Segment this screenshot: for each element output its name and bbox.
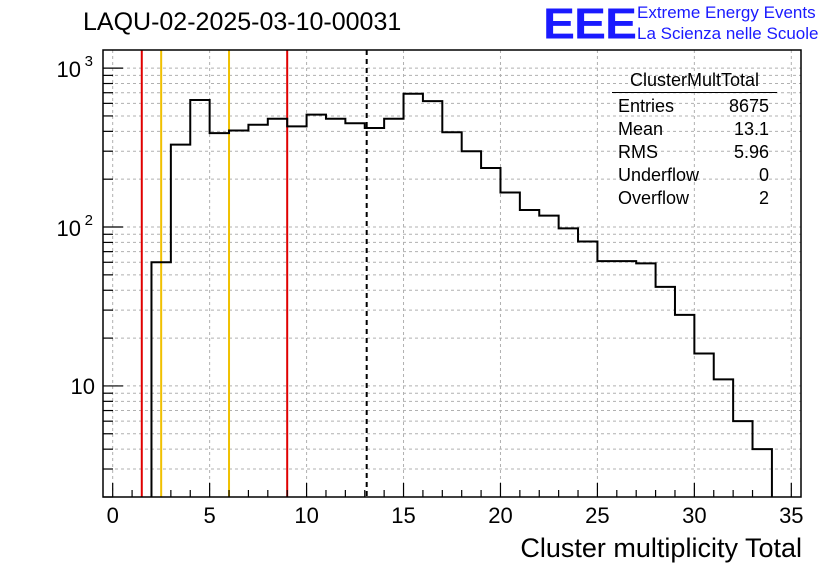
stats-value: 8675 xyxy=(729,95,769,118)
stats-row-mean: Mean 13.1 xyxy=(612,118,777,141)
y-tick-label-exponent: 2 xyxy=(85,212,93,229)
histogram-bin xyxy=(733,421,752,497)
stats-row-underflow: Underflow 0 xyxy=(612,164,777,187)
histogram-bin xyxy=(307,115,326,497)
histogram-bin xyxy=(190,100,209,497)
x-tick-label: 25 xyxy=(585,503,609,528)
y-tick-label: 10 xyxy=(57,57,81,82)
histogram-bin xyxy=(597,261,616,497)
histogram-bin xyxy=(656,287,675,497)
x-tick-label: 0 xyxy=(107,503,119,528)
stats-label: Entries xyxy=(618,95,674,118)
histogram-bin xyxy=(326,119,345,497)
histogram-bin xyxy=(404,94,423,497)
histogram-bin xyxy=(481,168,500,497)
histogram-bin xyxy=(714,379,733,497)
x-tick-label: 20 xyxy=(488,503,512,528)
stats-title: ClusterMultTotal xyxy=(612,70,777,93)
histogram-bin xyxy=(636,263,655,497)
x-tick-label: 35 xyxy=(779,503,803,528)
stats-value: 13.1 xyxy=(734,118,769,141)
y-tick-label: 10 xyxy=(57,216,81,241)
stats-box: ClusterMultTotal Entries 8675 Mean 13.1 … xyxy=(612,70,777,210)
x-tick-label: 15 xyxy=(391,503,415,528)
histogram-bin xyxy=(675,315,694,497)
histogram-bin xyxy=(151,262,170,497)
histogram-bin xyxy=(268,119,287,497)
histogram-bin xyxy=(559,228,578,497)
histogram-bin xyxy=(694,353,713,497)
histogram-bin xyxy=(229,130,248,497)
stats-label: RMS xyxy=(618,141,658,164)
histogram-bin xyxy=(578,242,597,497)
histogram-bin xyxy=(500,192,519,497)
histogram-bin xyxy=(210,133,229,497)
org-name-line1: Extreme Energy Events xyxy=(637,3,816,23)
histogram-bin xyxy=(365,128,384,497)
y-tick-label-exponent: 3 xyxy=(85,53,93,70)
stats-value: 0 xyxy=(759,164,769,187)
chart-title: LAQU-02-2025-03-10-00031 xyxy=(83,8,401,37)
histogram-bin xyxy=(753,449,772,497)
histogram-bin xyxy=(423,101,442,497)
org-name-line2: La Scienza nelle Scuole xyxy=(637,24,818,44)
histogram-bin xyxy=(171,145,190,497)
stats-label: Mean xyxy=(618,118,663,141)
x-tick-label: 5 xyxy=(204,503,216,528)
x-tick-label: 10 xyxy=(294,503,318,528)
stats-row-overflow: Overflow 2 xyxy=(612,187,777,210)
stats-label: Underflow xyxy=(618,164,699,187)
stats-value: 2 xyxy=(759,187,769,210)
y-tick-label: 10 xyxy=(71,374,95,399)
histogram-bin xyxy=(442,132,461,497)
stats-value: 5.96 xyxy=(734,141,769,164)
histogram-bin xyxy=(462,151,481,497)
stats-row-rms: RMS 5.96 xyxy=(612,141,777,164)
histogram-bin xyxy=(520,210,539,497)
histogram-bin xyxy=(287,126,306,497)
stats-label: Overflow xyxy=(618,187,689,210)
histogram-bin xyxy=(345,123,364,497)
histogram-bin xyxy=(384,119,403,497)
eee-logo: EEE xyxy=(543,0,636,50)
x-axis-label: Cluster multiplicity Total xyxy=(520,533,802,564)
histogram-bin xyxy=(617,261,636,497)
histogram-bin xyxy=(248,125,267,497)
x-tick-label: 30 xyxy=(682,503,706,528)
stats-row-entries: Entries 8675 xyxy=(612,95,777,118)
histogram-bin xyxy=(539,216,558,497)
